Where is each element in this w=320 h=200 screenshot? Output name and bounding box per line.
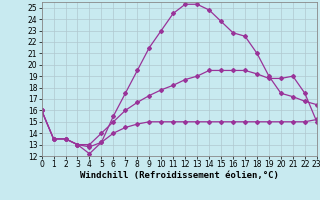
X-axis label: Windchill (Refroidissement éolien,°C): Windchill (Refroidissement éolien,°C) <box>80 171 279 180</box>
